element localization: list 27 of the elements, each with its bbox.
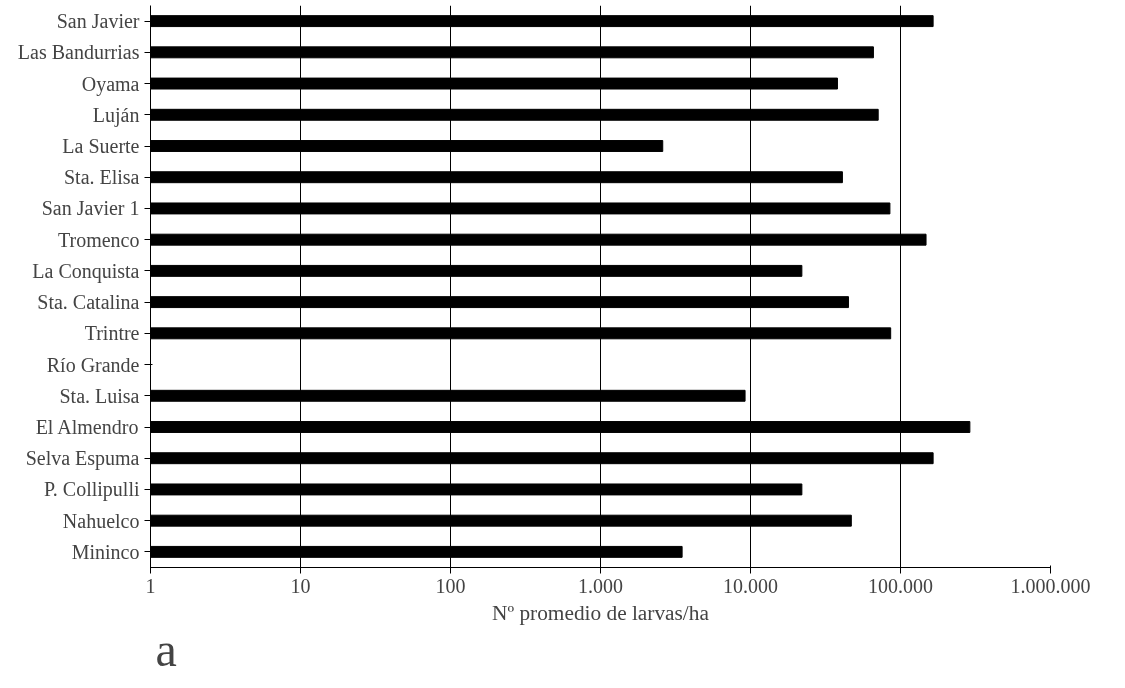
y-tick-label: Nahuelco <box>62 509 140 532</box>
y-tick-label: Sta. Luisa <box>59 384 140 407</box>
y-tick-label: Mininco <box>71 540 140 563</box>
y-tick-label: La Conquista <box>32 259 140 283</box>
y-tick-label: P. Collipulli <box>43 478 140 502</box>
y-tick-label: La Suerte <box>62 135 140 157</box>
x-tick-label: 1.000 <box>578 574 623 597</box>
y-tick-label: Tromenco <box>58 228 140 251</box>
y-tick-label: Río Grande <box>46 353 140 376</box>
x-tick-label: 100.000 <box>868 574 933 597</box>
y-tick-label: Las Bandurrias <box>17 41 140 64</box>
y-tick-label: El Almendro <box>35 416 139 438</box>
x-tick-label: 10.000 <box>723 574 778 597</box>
y-tick-label: San Javier 1 <box>41 197 140 220</box>
y-tick-label: Sta. Elisa <box>63 166 140 189</box>
y-tick-label: Trintre <box>84 322 140 345</box>
text: a <box>155 622 177 676</box>
y-tick-label: San Javier <box>56 10 140 33</box>
y-tick-label: Sta. Catalina <box>37 291 140 314</box>
y-tick-label: Selva Espuma <box>25 447 140 471</box>
x-tick-label: 10 <box>290 574 311 597</box>
x-tick-label: 1.000.000 <box>1010 574 1091 597</box>
y-tick-label: Luján <box>92 103 140 127</box>
x-axis-title: Nº promedio de larvas/ha <box>492 600 710 625</box>
x-tick-label: 1 <box>145 574 156 597</box>
y-tick-label: Oyama <box>81 72 140 96</box>
x-tick-label: 100 <box>435 574 466 597</box>
